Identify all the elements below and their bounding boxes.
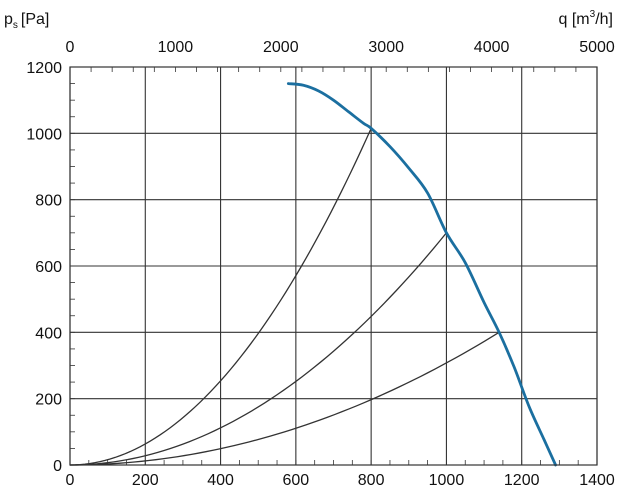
x-tick-label: 1400 <box>579 472 615 489</box>
x-tick-label: 200 <box>132 472 159 489</box>
x-tick-label: 800 <box>358 472 385 489</box>
y-axis-title: ps [Pa] <box>4 11 49 31</box>
x-top-tick-label: 0 <box>66 39 75 56</box>
y-tick-label: 1000 <box>26 126 62 143</box>
y-tick-label: 1200 <box>26 60 62 77</box>
x-top-tick-label: 3000 <box>368 39 404 56</box>
y-tick-label: 800 <box>35 193 62 210</box>
y-tick-label: 600 <box>35 259 62 276</box>
x-top-tick-label: 1000 <box>158 39 194 56</box>
system-curve <box>69 128 372 466</box>
fan-curve <box>286 82 557 467</box>
y-tick-label: 0 <box>53 458 62 475</box>
x-top-tick-label: 2000 <box>263 39 299 56</box>
system-curve <box>69 331 500 466</box>
x-tick-label: 0 <box>66 472 75 489</box>
system-curve <box>69 232 447 466</box>
x-tick-label: 600 <box>283 472 310 489</box>
x-top-axis-title: q [m3/h] <box>559 9 613 28</box>
system-curves <box>69 128 500 466</box>
x-tick-label: 1000 <box>429 472 465 489</box>
grid <box>69 66 598 466</box>
plot-frame <box>69 66 598 466</box>
x-tick-label: 400 <box>207 472 234 489</box>
fan-curve-group <box>286 82 557 467</box>
x-top-tick-label: 5000 <box>579 39 615 56</box>
x-tick-label: 1200 <box>504 472 540 489</box>
y-tick-label: 200 <box>35 392 62 409</box>
y-tick-label: 400 <box>35 325 62 342</box>
x-top-tick-label: 4000 <box>474 39 510 56</box>
